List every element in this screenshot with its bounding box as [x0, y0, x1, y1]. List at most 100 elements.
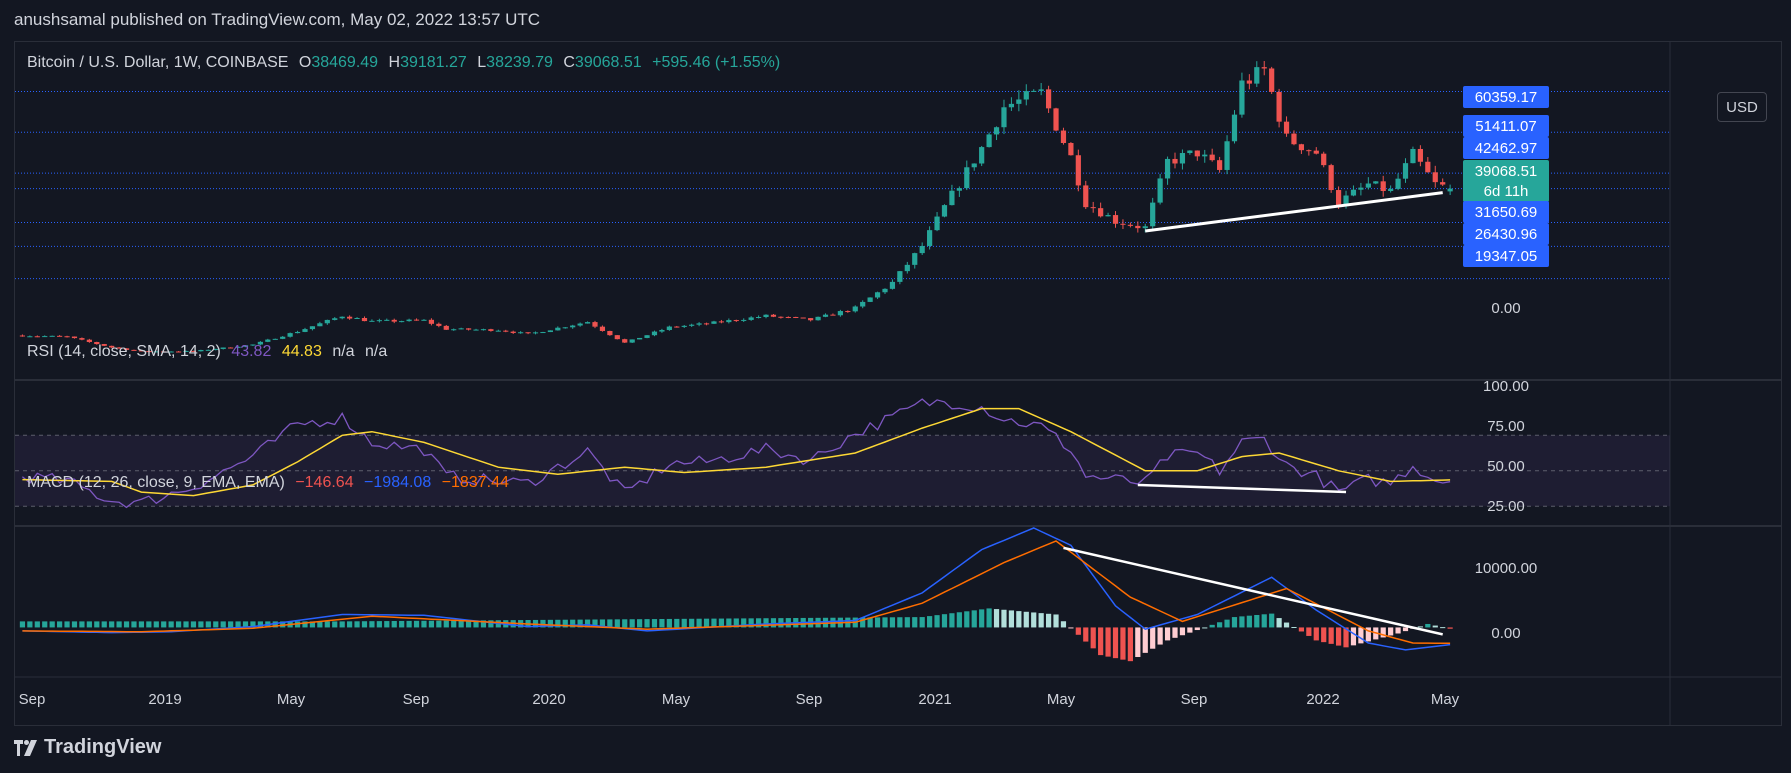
candle[interactable]	[1135, 225, 1141, 229]
macd-histogram-bar[interactable]	[570, 619, 576, 628]
candle[interactable]	[1045, 89, 1052, 109]
macd-histogram-bar[interactable]	[659, 619, 665, 628]
candle[interactable]	[659, 330, 665, 332]
candle[interactable]	[1187, 150, 1193, 154]
candle[interactable]	[131, 349, 137, 351]
macd-histogram-bar[interactable]	[451, 620, 457, 628]
macd-histogram-bar[interactable]	[399, 620, 405, 628]
candle[interactable]	[339, 316, 345, 319]
candle[interactable]	[1321, 153, 1327, 166]
candle[interactable]	[64, 336, 70, 338]
macd-histogram-bar[interactable]	[1224, 619, 1230, 628]
candle[interactable]	[168, 351, 174, 353]
macd-histogram-bar[interactable]	[637, 619, 643, 628]
candle[interactable]	[1164, 158, 1171, 179]
macd-histogram-bar[interactable]	[979, 609, 985, 628]
macd-histogram-bar[interactable]	[599, 619, 606, 628]
candle[interactable]	[265, 339, 271, 342]
macd-histogram-bar[interactable]	[257, 621, 263, 628]
candle[interactable]	[1410, 148, 1416, 164]
candle[interactable]	[86, 339, 92, 343]
macd-histogram-bar[interactable]	[473, 620, 479, 628]
candle[interactable]	[369, 320, 375, 322]
macd-histogram-bar[interactable]	[770, 618, 777, 628]
candle[interactable]	[1432, 172, 1438, 183]
macd-histogram-bar[interactable]	[681, 618, 687, 628]
macd-histogram-bar[interactable]	[971, 610, 977, 628]
candle[interactable]	[584, 322, 591, 324]
candle[interactable]	[1239, 80, 1245, 115]
macd-histogram-bar[interactable]	[1432, 625, 1438, 628]
macd-histogram-bar[interactable]	[1038, 613, 1044, 628]
candle[interactable]	[1373, 181, 1379, 184]
candle[interactable]	[956, 188, 962, 191]
macd-histogram-bar[interactable]	[1075, 627, 1081, 635]
macd-histogram-bar[interactable]	[741, 618, 747, 628]
macd-histogram-bar[interactable]	[763, 618, 769, 628]
macd-histogram-bar[interactable]	[1053, 614, 1059, 628]
macd-histogram-bar[interactable]	[220, 621, 226, 628]
candle[interactable]	[1380, 181, 1386, 192]
macd-histogram-bar[interactable]	[1060, 621, 1067, 628]
candle[interactable]	[146, 351, 152, 353]
macd-histogram-bar[interactable]	[1395, 627, 1401, 634]
candle[interactable]	[979, 147, 985, 164]
macd-histogram-bar[interactable]	[1120, 627, 1126, 660]
macd-histogram-bar[interactable]	[1135, 627, 1141, 658]
candle[interactable]	[272, 338, 278, 340]
macd-histogram-bar[interactable]	[726, 618, 732, 628]
candle[interactable]	[443, 325, 449, 330]
macd-histogram-bar[interactable]	[1187, 627, 1193, 633]
candle[interactable]	[1038, 89, 1044, 91]
macd-histogram-bar[interactable]	[964, 611, 970, 628]
candle[interactable]	[770, 314, 777, 317]
candle[interactable]	[718, 321, 725, 323]
macd-histogram-bar[interactable]	[324, 621, 330, 628]
candle[interactable]	[71, 336, 78, 339]
candle[interactable]	[94, 342, 100, 345]
macd-pane[interactable]: 10000.00 0.00	[19, 527, 1537, 662]
macd-histogram-bar[interactable]	[986, 608, 992, 628]
candle[interactable]	[815, 316, 821, 321]
candle[interactable]	[1447, 188, 1453, 192]
candle[interactable]	[153, 351, 159, 353]
candle[interactable]	[257, 341, 263, 345]
macd-histogram-bar[interactable]	[406, 620, 412, 628]
candle[interactable]	[399, 321, 405, 323]
macd-histogram-bar[interactable]	[1150, 627, 1156, 649]
candle[interactable]	[547, 330, 553, 333]
candle[interactable]	[1417, 148, 1423, 162]
macd-histogram-bar[interactable]	[956, 612, 962, 628]
candle[interactable]	[1335, 190, 1342, 206]
candle[interactable]	[488, 329, 494, 331]
macd-histogram-bar[interactable]	[1417, 626, 1423, 628]
macd-histogram-bar[interactable]	[228, 621, 234, 628]
macd-histogram-bar[interactable]	[540, 619, 546, 628]
candle[interactable]	[347, 316, 353, 319]
macd-histogram-bar[interactable]	[347, 621, 353, 628]
candle[interactable]	[317, 323, 323, 327]
candle[interactable]	[451, 329, 457, 331]
candle[interactable]	[1172, 158, 1178, 164]
candle[interactable]	[49, 335, 55, 337]
candle[interactable]	[406, 319, 412, 322]
candle[interactable]	[1350, 189, 1357, 196]
macd-histogram-bar[interactable]	[436, 620, 442, 628]
macd-histogram-bar[interactable]	[941, 614, 948, 628]
macd-histogram-bar[interactable]	[1335, 627, 1342, 646]
macd-histogram-bar[interactable]	[1008, 610, 1015, 628]
candle[interactable]	[123, 348, 130, 350]
candle[interactable]	[138, 350, 145, 352]
candle[interactable]	[1098, 208, 1104, 217]
macd-histogram-bar[interactable]	[629, 619, 635, 628]
candle[interactable]	[607, 330, 613, 336]
candle[interactable]	[778, 316, 784, 318]
candle[interactable]	[860, 301, 866, 307]
candle[interactable]	[1291, 133, 1297, 145]
macd-histogram-bar[interactable]	[280, 621, 286, 628]
macd-histogram-bar[interactable]	[711, 618, 717, 628]
candle[interactable]	[644, 335, 650, 338]
macd-histogram-bar[interactable]	[927, 616, 933, 628]
macd-histogram-bar[interactable]	[138, 621, 145, 628]
candle[interactable]	[540, 332, 546, 334]
